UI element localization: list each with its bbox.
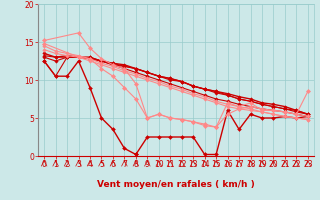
X-axis label: Vent moyen/en rafales ( km/h ): Vent moyen/en rafales ( km/h )	[97, 180, 255, 189]
